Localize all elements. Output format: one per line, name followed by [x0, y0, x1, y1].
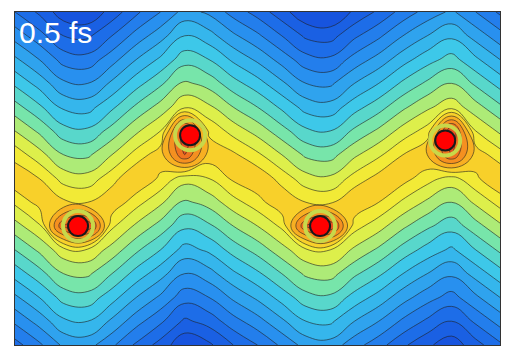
svg-text:0.5 fs: 0.5 fs: [19, 16, 92, 49]
